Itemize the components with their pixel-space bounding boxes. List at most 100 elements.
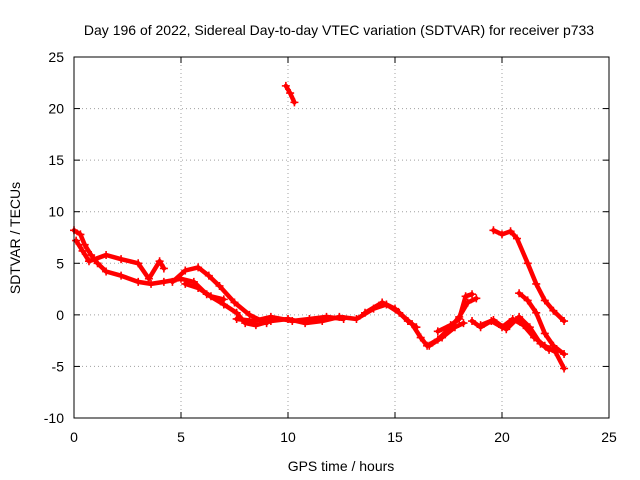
data-point — [194, 284, 203, 293]
y-tick-label: -10 — [44, 410, 64, 426]
series-trace-7 — [361, 298, 421, 332]
data-point — [433, 327, 442, 336]
series-trace-11 — [515, 289, 569, 359]
x-axis-label: GPS time / hours — [288, 458, 395, 474]
series-trace-5 — [232, 312, 348, 326]
data-point — [560, 350, 569, 359]
data-point — [523, 296, 532, 305]
data-point — [489, 316, 498, 325]
data-point — [262, 319, 271, 328]
series-trace-13 — [433, 290, 477, 336]
data-point — [204, 271, 213, 280]
data-point — [438, 333, 447, 342]
y-tick-label: -5 — [52, 358, 65, 374]
data-point — [468, 290, 477, 299]
data-point — [560, 364, 569, 373]
data-point — [230, 298, 239, 307]
y-tick-label: 5 — [56, 255, 64, 271]
data-point — [532, 308, 541, 317]
data-point — [378, 298, 387, 307]
data-point — [416, 333, 425, 342]
data-point — [446, 321, 455, 330]
x-tick-label: 25 — [601, 429, 617, 445]
data-point — [512, 234, 521, 243]
data-point — [476, 321, 485, 330]
series-trace-1 — [70, 226, 481, 350]
plot-frame — [73, 56, 610, 419]
data-point — [80, 240, 89, 249]
plot-area — [70, 81, 569, 373]
data-point — [76, 230, 85, 239]
x-tick-label: 15 — [387, 429, 403, 445]
series-trace-4 — [181, 279, 228, 304]
series-line — [426, 320, 466, 349]
data-point — [468, 317, 477, 326]
data-point — [134, 277, 143, 286]
data-point — [72, 236, 81, 245]
data-point — [502, 325, 511, 334]
data-point — [461, 292, 470, 301]
data-point — [266, 312, 275, 321]
data-point — [144, 274, 153, 283]
data-point — [540, 296, 549, 305]
data-point — [489, 226, 498, 235]
data-point — [536, 339, 545, 348]
data-point — [117, 255, 126, 264]
chart-title: Day 196 of 2022, Sidereal Day-to-day VTE… — [84, 22, 594, 38]
axis-ticks — [73, 56, 610, 419]
data-point — [391, 304, 399, 313]
data-point — [194, 263, 203, 272]
data-point — [134, 259, 143, 268]
series-trace-8 — [425, 319, 468, 350]
data-point — [455, 314, 464, 323]
data-point — [412, 323, 421, 332]
data-point — [181, 279, 190, 288]
data-point — [147, 279, 156, 288]
series-trace-6 — [281, 81, 299, 107]
series-line — [516, 290, 567, 357]
data-point — [288, 317, 297, 326]
data-point — [532, 279, 541, 288]
data-point — [506, 227, 515, 236]
x-tick-label: 5 — [177, 429, 185, 445]
data-point — [472, 294, 481, 303]
series-trace-2 — [72, 236, 168, 283]
data-point — [117, 271, 126, 280]
data-point — [352, 314, 361, 323]
y-axis-label: SDTVAR / TECUs — [7, 182, 23, 294]
data-point — [560, 317, 569, 326]
data-point — [515, 289, 524, 298]
data-point — [339, 314, 348, 323]
series-trace-9 — [489, 226, 569, 326]
y-tick-label: 15 — [48, 152, 64, 168]
data-point — [549, 341, 558, 350]
data-point — [523, 259, 532, 268]
data-point — [498, 230, 506, 239]
data-point — [545, 345, 554, 354]
y-tick-label: 0 — [56, 307, 64, 323]
data-point — [403, 317, 412, 326]
data-point — [87, 251, 96, 260]
data-point — [540, 329, 549, 338]
data-point — [215, 281, 224, 290]
data-point — [305, 314, 314, 323]
data-point — [361, 308, 370, 317]
data-point — [286, 89, 295, 98]
data-point — [245, 310, 254, 319]
y-tick-label: 20 — [48, 101, 64, 117]
series-line — [183, 281, 227, 302]
data-point — [249, 317, 258, 326]
x-tick-label: 0 — [70, 429, 78, 445]
y-tick-label: 25 — [48, 49, 64, 65]
x-tick-label: 10 — [280, 429, 296, 445]
data-point — [459, 319, 468, 328]
data-point — [232, 314, 241, 323]
data-point — [219, 295, 228, 304]
data-point — [525, 323, 534, 332]
data-point — [549, 306, 558, 315]
data-point — [102, 267, 111, 276]
x-tick-label: 20 — [494, 429, 510, 445]
data-point — [168, 277, 177, 286]
data-point — [93, 259, 102, 268]
